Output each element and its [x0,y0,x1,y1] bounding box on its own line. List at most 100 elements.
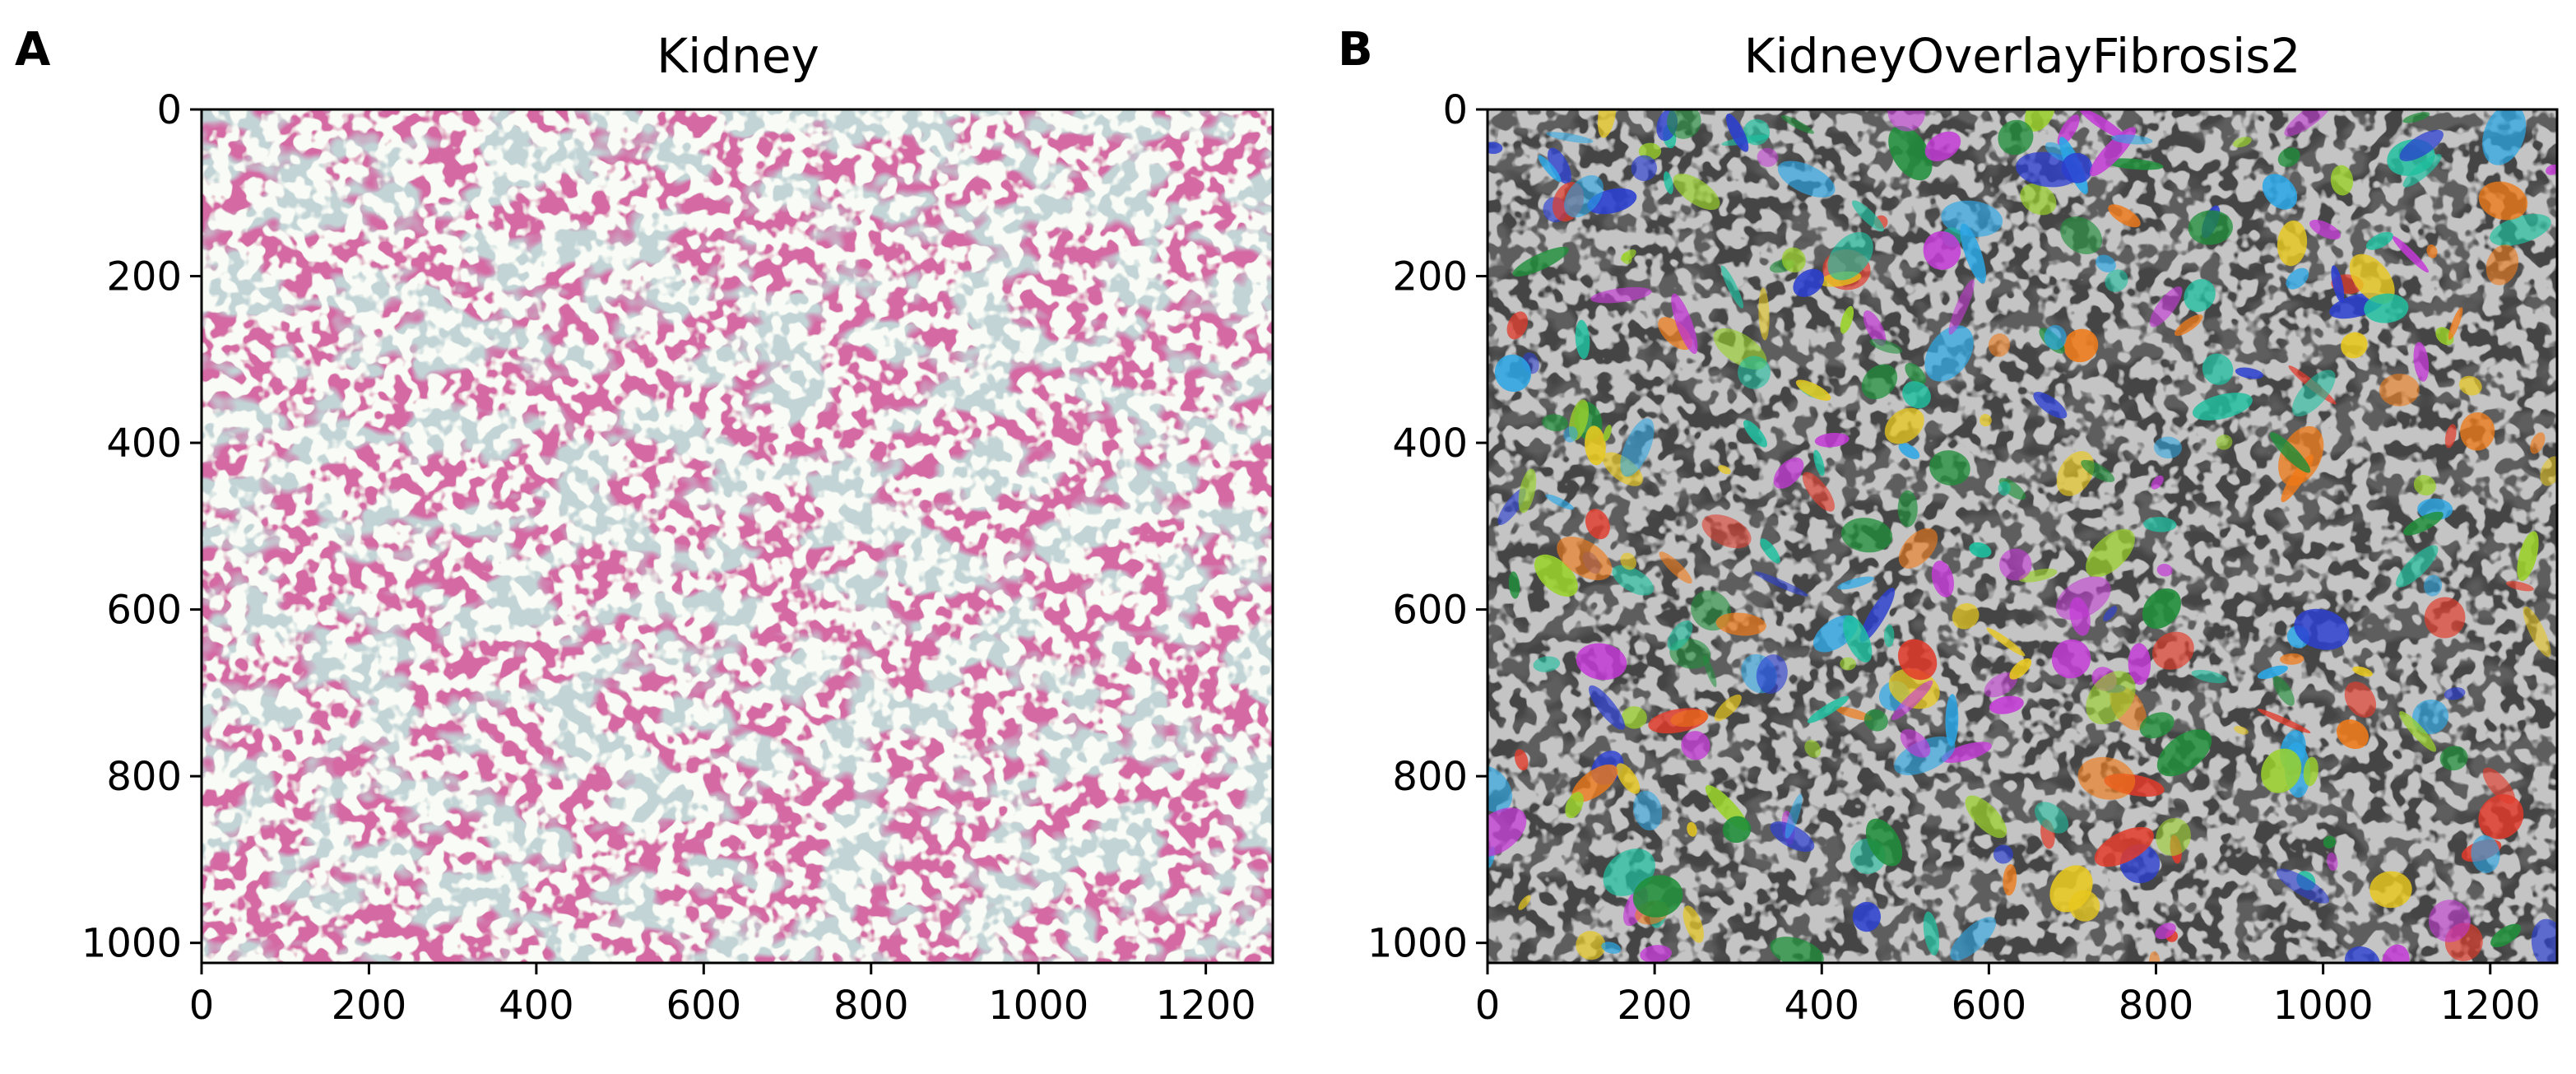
overlay-region [2257,709,2311,733]
overlay-region [2055,576,2111,621]
panel-a-ytick-label: 800 [106,754,182,800]
overlay-region [2105,158,2164,170]
overlay-region [1864,709,1888,732]
overlay-region [1670,709,1709,728]
overlay-region [2051,639,2091,679]
overlay-region [1585,509,1610,540]
overlay-region [2174,314,2203,337]
overlay-region [1837,576,1874,590]
overlay-region [2294,608,2350,650]
overlay-region [1840,305,1854,334]
overlay-region [1813,449,1825,477]
overlay-region [2506,581,2534,592]
overlay-region [1632,875,1683,918]
overlay-region [2349,253,2395,305]
panel-a-frame [200,108,1274,965]
overlay-region [2139,712,2175,739]
overlay-region [2336,719,2369,750]
overlay-region [1760,538,1780,564]
overlay-region [2439,746,2468,771]
overlay-region [1793,268,1825,297]
overlay-region [1612,565,1655,596]
overlay-region [1518,895,1531,910]
panel-b-xtick-label: 1200 [2440,983,2541,1029]
overlay-region [1673,173,1720,211]
overlay-region [1859,588,1896,643]
fibrosis-overlay-regions [1488,109,2557,963]
panel-a-axes: 0 200 400 600 800 1000 1200 0 200 400 600 800 1000 [81,87,1256,1029]
panel-a-xtick-label: 800 [833,983,909,1029]
overlay-region [2411,699,2449,735]
overlay-region [2105,269,2128,292]
overlay-region [2341,332,2368,359]
overlay-region [1931,560,1954,597]
overlay-region [1897,490,1918,528]
overlay-region [2081,459,2115,482]
overlay-region [2444,424,2457,449]
overlay-region [1718,465,1731,475]
overlay-region [1620,249,1636,262]
overlay-region [2149,286,2183,328]
overlay-region [1888,126,1933,181]
overlay-region [1671,293,1698,355]
overlay-region [1597,109,1617,138]
overlay-region [1802,472,1835,512]
overlay-region [2094,826,2154,867]
overlay-region [1743,420,1768,448]
overlay-region [1621,706,1647,729]
overlay-region [1980,414,1992,427]
overlay-region [2108,204,2141,228]
panel-a-xtick-label: 1200 [1156,983,1256,1029]
overlay-region [2033,392,2068,419]
overlay-region [1576,643,1627,681]
overlay-region [2086,671,2136,725]
panel-a-title: Kidney [657,28,819,84]
overlay-region [1924,131,1961,162]
overlay-region [2202,353,2234,385]
overlay-region [2276,868,2330,904]
overlay-region [1557,537,1613,581]
overlay-region [1545,494,1575,510]
overlay-region [1533,656,1561,672]
overlay-region [1667,109,1701,139]
overlay-region [1620,552,1636,570]
overlay-region [1984,672,2017,698]
overlay-region [1585,425,1606,466]
overlay-region [2262,174,2298,210]
overlay-region [1720,265,1743,309]
overlay-region [1590,287,1652,304]
overlay-region [2426,244,2438,258]
overlay-region [1865,818,1903,867]
overlay-region [2261,748,2302,793]
overlay-region [1773,457,1804,489]
panel-b-xtick-label: 200 [1617,983,1692,1029]
overlay-region [1488,765,1513,813]
panel-b-ytick-label: 800 [1392,754,1468,800]
overlay-region [2490,923,2522,948]
overlay-region [2020,183,2057,216]
overlay-region [2128,643,2151,686]
overlay-region [2151,475,2164,490]
overlay-region [1667,620,1693,651]
panel-b-ytick-label: 1000 [1367,921,1468,967]
overlay-region [1843,615,1873,663]
overlay-region [1863,310,1887,346]
overlay-region [1589,685,1625,730]
overlay-region [2025,109,2056,132]
overlay-region [1999,548,2032,581]
overlay-region [2331,265,2345,303]
overlay-region [2530,432,2546,454]
overlay-region [2143,517,2177,532]
overlay-region [1683,905,1704,943]
overlay-region [2277,147,2300,167]
overlay-region [2444,687,2466,700]
overlay-region [2396,545,2439,588]
overlay-region [1923,230,1961,270]
panel-a-ytick-label: 600 [106,588,182,634]
panel-a-ytick-label: 1000 [81,921,182,967]
overlay-region [2352,666,2373,677]
overlay-region [2086,528,2135,578]
panel-b-ytick-label: 200 [1392,254,1468,300]
overlay-region [2280,653,2304,665]
overlay-region [2379,374,2420,407]
